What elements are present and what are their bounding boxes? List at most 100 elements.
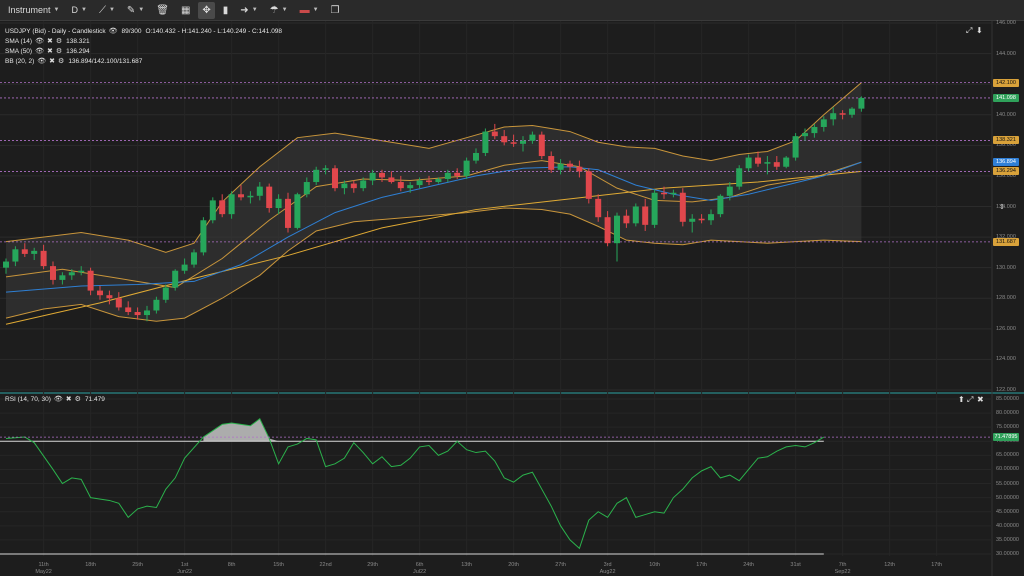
close-icon[interactable]: ✖ [46,38,53,45]
rsi-tick-label: 30.00000 [996,551,1019,557]
gear-icon[interactable]: ⚙ [74,396,81,403]
rsi-tick-label: 65.00000 [996,452,1019,459]
close-icon[interactable]: ✖ [49,58,56,65]
candle-body [548,156,555,170]
indicator-sma14: SMA (14) 👁 ✖ ⚙ 138.321 [5,37,90,46]
close-icon[interactable]: ✖ [977,395,984,404]
arrow-button[interactable]: ➜ ▼ [236,2,261,19]
brush-button[interactable]: ☂ ▼ [266,2,292,19]
sma50-line [5,161,862,293]
indicator-label: BB (20, 2) [5,57,35,65]
chart-header: USDJPY (Bid) - Daily - Candlestick 👁 89/… [5,27,282,36]
candle-body [191,252,197,265]
x-tick-label: 29th [367,562,378,568]
price-tick-label: 126.000 [996,325,1016,332]
bar-chart-icon: ▮ [222,4,229,16]
candle-body [78,270,85,273]
close-icon[interactable]: ✖ [46,48,53,55]
candle-body [632,206,639,224]
candle-body [162,287,169,300]
eye-icon[interactable]: 👁 [53,396,63,403]
candle-body [811,126,818,134]
rsi-value-tag: 71.47895 [993,433,1019,442]
candle-body [604,217,611,244]
candle-body [125,307,132,313]
price-tag: 136.294 [993,167,1019,176]
x-tick-label: 3rd [603,562,612,568]
candle-body [50,266,56,280]
candle-body [501,136,508,143]
candle-body [708,214,714,221]
candle-body [313,169,320,183]
eye-icon[interactable]: 👁 [35,38,44,45]
indicator-value: 71.479 [84,395,105,403]
candle-body [294,194,301,228]
gear-icon[interactable]: ⚙ [58,58,65,65]
candle-body [3,261,9,268]
candle-body [285,198,291,228]
candle-body [679,192,686,222]
candle-body [773,162,780,167]
candle-body [858,97,865,109]
copy-button[interactable]: ❐ [327,2,344,19]
price-tick-label: 140.000 [996,111,1016,118]
eye-icon[interactable]: 👁 [37,58,47,65]
crosshair-button[interactable]: ✥ [198,1,215,19]
chart-type-button[interactable]: ▮ [219,2,233,19]
candle-body [31,250,38,254]
expand-icon[interactable]: ⤢ [967,395,974,404]
chevron-down-icon: ▼ [312,7,319,13]
indicator-value: 138.321 [66,37,90,45]
close-icon[interactable]: ✖ [65,396,72,403]
x-tick-label: 20th [508,562,519,568]
candle-body [181,264,188,271]
split-handle-icon[interactable]: ⇕ [999,204,1005,211]
eye-icon[interactable]: 👁 [35,48,44,55]
price-tick-label: 144.000 [996,50,1016,57]
timeframe-dropdown[interactable]: D ▼ [67,2,90,19]
chart-canvas[interactable] [0,21,1024,576]
x-tick-sublabel: May22 [35,569,52,575]
layout-button[interactable]: ▦ [177,2,194,19]
delete-button[interactable]: 🗑 [152,2,173,19]
indicator-value: 136.294 [66,47,90,55]
gear-icon[interactable]: ⚙ [55,38,63,45]
rsi-tick-label: 60.00000 [996,466,1019,473]
price-tick-label: 122.000 [996,387,1016,393]
brush-icon: ☂ [269,4,279,16]
x-tick-label: 24th [743,562,754,568]
candle-body [567,163,573,167]
candle-body [482,131,489,153]
language-button[interactable]: ▬ ▼ [296,2,323,19]
eye-icon[interactable]: 👁 [108,28,118,35]
rsi-tick-label: 85.00000 [996,396,1019,402]
candle-body [322,168,329,170]
candle-body [341,183,348,189]
candle-body [623,215,630,224]
candle-body [491,131,498,137]
candle-body [538,134,545,157]
candle-body [642,206,649,225]
rsi-tick-label: 35.00000 [996,536,1019,543]
instrument-dropdown[interactable]: Instrument ▼ [4,2,63,19]
candle-body [209,200,216,221]
arrow-up-icon[interactable]: ⬆ [958,395,965,404]
price-tag: 131.687 [993,237,1019,246]
x-tick-label: 22nd [319,562,332,568]
pencil-button[interactable]: ✎ ▼ [123,2,148,19]
expand-icon[interactable]: ⤢ [966,26,973,35]
download-icon[interactable]: ⬇ [976,26,983,35]
candle-body [520,140,526,144]
candle-body [275,198,282,209]
arrow-icon: ➜ [240,4,249,16]
candle-body [12,249,19,262]
candle-body [256,186,263,196]
indicator-bb: BB (20, 2) 👁 ✖ ⚙ 136.894/142.100/131.687 [5,57,142,66]
candle-body [830,113,837,120]
candle-body [407,185,414,189]
line-draw-button[interactable]: ⟋ ▼ [95,2,119,19]
candle-body [839,113,846,115]
candle-body [783,157,790,167]
candle-body [332,168,338,189]
gear-icon[interactable]: ⚙ [55,48,63,55]
